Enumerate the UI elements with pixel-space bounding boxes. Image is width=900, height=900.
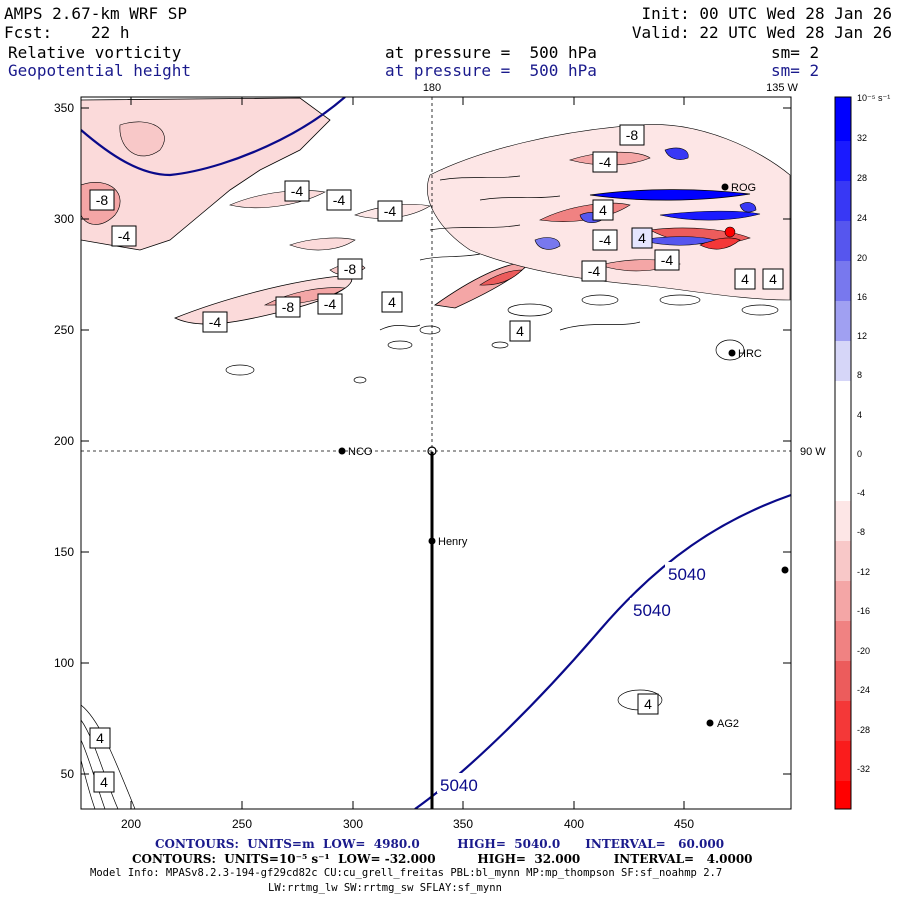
y-tick-label: 100 bbox=[54, 656, 74, 670]
station-label-hrc: HRC bbox=[738, 348, 762, 360]
plot-frame bbox=[80, 96, 792, 810]
vort-label: -4 bbox=[291, 183, 304, 199]
height-label: 5040 bbox=[633, 601, 671, 620]
station-label-nco: NCO bbox=[348, 446, 373, 458]
colorbar-label: 0 bbox=[857, 449, 862, 459]
vort-label: -4 bbox=[384, 203, 397, 219]
colorbar-label: 20 bbox=[857, 253, 867, 263]
vort-label: 4 bbox=[644, 696, 652, 712]
station-label-ag2: AG2 bbox=[717, 718, 739, 730]
vort-label: -4 bbox=[599, 232, 612, 248]
vort-label: -8 bbox=[96, 192, 109, 208]
vort-label: -8 bbox=[626, 127, 639, 143]
colorbar-label: -32 bbox=[857, 764, 870, 774]
y-tick-label: 150 bbox=[54, 545, 74, 559]
vort-label: -4 bbox=[599, 154, 612, 170]
vort-label: 4 bbox=[96, 730, 104, 746]
field1-name: Relative vorticity bbox=[8, 43, 182, 62]
colorbar-label: 28 bbox=[857, 173, 867, 183]
station-marker bbox=[721, 183, 729, 191]
y-tick-label: 300 bbox=[54, 212, 74, 226]
valid-time: Valid: 22 UTC Wed 28 Jan 26 bbox=[631, 23, 892, 42]
x-tick-label: 300 bbox=[343, 817, 363, 831]
vort-label: 4 bbox=[599, 202, 607, 218]
vort-label: -4 bbox=[333, 192, 346, 208]
vort-label: 4 bbox=[388, 294, 396, 310]
model-title: AMPS 2.67-km WRF SP bbox=[4, 4, 188, 23]
colorbar-label: 32 bbox=[857, 133, 867, 143]
forecast-hours: 22 h bbox=[91, 23, 130, 42]
vort-label: 4 bbox=[769, 271, 777, 287]
vort-label: -4 bbox=[588, 263, 601, 279]
vort-label: -8 bbox=[344, 261, 357, 277]
lon-label-135w: 135 W bbox=[766, 82, 798, 94]
station-marker bbox=[706, 719, 714, 727]
height-contour-info: CONTOURS: UNITS=m LOW= 4980.0 HIGH= 5040… bbox=[155, 837, 725, 851]
model-info-line2: LW:rrtmg_lw SW:rrtmg_sw SFLAY:sf_mynn bbox=[268, 882, 502, 894]
vorticity-contour-info: CONTOURS: UNITS=10⁻⁵ s⁻¹ LOW= -32.000 HI… bbox=[132, 852, 753, 866]
init-time: Init: 00 UTC Wed 28 Jan 26 bbox=[641, 4, 892, 23]
colorbar-label: -20 bbox=[857, 646, 870, 656]
vort-label: 4 bbox=[638, 230, 646, 246]
forecast-label: Fcst: bbox=[4, 23, 53, 42]
y-tick-label: 350 bbox=[54, 101, 74, 115]
height-label: 5040 bbox=[668, 565, 706, 584]
station-label-henry: Henry bbox=[438, 536, 468, 548]
y-tick-label: 200 bbox=[54, 434, 74, 448]
colorbar-label: 4 bbox=[857, 410, 862, 420]
colorbar-label: -24 bbox=[857, 685, 870, 695]
y-tick-label: 250 bbox=[54, 323, 74, 337]
station-marker bbox=[427, 446, 437, 456]
station-marker bbox=[728, 349, 736, 357]
colorbar-label: -8 bbox=[857, 527, 865, 537]
model-info-line1: Model Info: MPASv8.2.3-194-gf29cd82c CU:… bbox=[90, 867, 723, 879]
colorbar-label: -12 bbox=[857, 567, 870, 577]
field2-smooth: sm= 2 bbox=[771, 61, 820, 80]
vort-label: -8 bbox=[282, 299, 295, 315]
field2-level: at pressure = 500 hPa bbox=[385, 61, 597, 80]
field2-name: Geopotential height bbox=[8, 61, 192, 80]
y-tick-label: 50 bbox=[61, 767, 75, 781]
x-tick-label: 400 bbox=[564, 817, 584, 831]
x-tick-label: 200 bbox=[121, 817, 141, 831]
field1-smooth: sm= 2 bbox=[771, 43, 820, 62]
field1-level: at pressure = 500 hPa bbox=[385, 43, 597, 62]
height-label: 5040 bbox=[440, 776, 478, 795]
colorbar-label: -28 bbox=[857, 725, 870, 735]
colorbar-label: 16 bbox=[857, 292, 867, 302]
lon-label-180: 180 bbox=[423, 82, 441, 94]
x-tick-label: 250 bbox=[232, 817, 252, 831]
colorbar-label: -16 bbox=[857, 606, 870, 616]
vort-label: 4 bbox=[100, 774, 108, 790]
x-tick-label: 350 bbox=[453, 817, 473, 831]
x-tick-label: 450 bbox=[674, 817, 694, 831]
station-label-rog: ROG bbox=[731, 182, 756, 194]
vorticity-labels: -8 -4 -4 -4 -4 -8 -4 -8 -4 -4 -4 4 -4 4 … bbox=[89, 124, 784, 793]
vort-label: -4 bbox=[661, 252, 674, 268]
station-marker bbox=[428, 537, 436, 545]
colorbar bbox=[834, 96, 852, 810]
vort-label: 4 bbox=[516, 323, 524, 339]
station-marker bbox=[781, 566, 789, 574]
vort-label: -4 bbox=[324, 296, 337, 312]
colorbar-label: 8 bbox=[857, 370, 862, 380]
colorbar-unit: 10⁻⁵ s⁻¹ bbox=[857, 93, 890, 103]
vort-label: -4 bbox=[209, 314, 222, 330]
vort-label: 4 bbox=[741, 271, 749, 287]
station-marker bbox=[338, 447, 346, 455]
lon-label-90w: 90 W bbox=[800, 446, 826, 458]
colorbar-label: 12 bbox=[857, 331, 867, 341]
colorbar-label: -4 bbox=[857, 488, 865, 498]
vort-label: -4 bbox=[118, 228, 131, 244]
colorbar-label: 24 bbox=[857, 213, 867, 223]
